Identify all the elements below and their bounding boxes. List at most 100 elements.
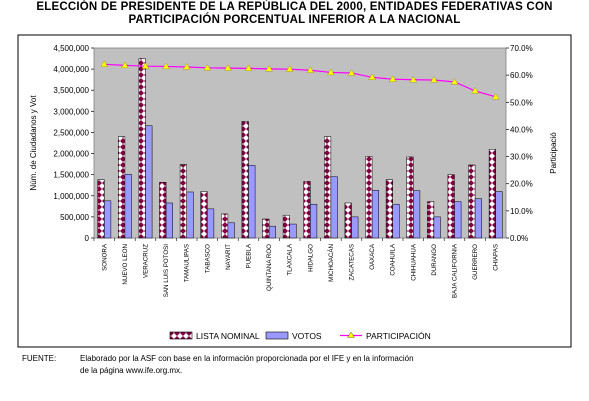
x-tick-label-2: VERACRUZ xyxy=(143,244,150,278)
bar-lista-nominal-17 xyxy=(447,174,455,239)
chart-title-line-2: PARTICIPACIÓN PORCENTUAL INFERIOR A LA N… xyxy=(128,14,461,26)
x-tick-label-15: CHIHUAHUA xyxy=(410,243,417,281)
bar-votos-5 xyxy=(207,208,215,239)
bar-lista-nominal-16 xyxy=(427,201,435,239)
marker-participacion-14 xyxy=(389,75,397,82)
x-tick-label-10: HIDALGO xyxy=(307,244,314,272)
marker-participacion-15 xyxy=(409,76,417,83)
y2-tick-label-2: 20.0% xyxy=(510,180,533,189)
legend-swatch-votos xyxy=(265,331,289,340)
marker-participacion-6 xyxy=(224,64,232,71)
y2-tick-label-6: 60.0% xyxy=(510,71,533,80)
y-tick-label-4: 2,000,000 xyxy=(53,150,89,159)
x-tick-label-3: SAN LUIS POTOSI xyxy=(163,244,170,297)
y-tick-label-2: 1,000,000 xyxy=(53,192,89,201)
marker-participacion-16 xyxy=(430,76,438,83)
x-tick-label-14: COAHUILA xyxy=(390,243,397,276)
bar-lista-nominal-12 xyxy=(344,202,352,239)
bar-votos-3 xyxy=(165,202,173,239)
y2-tick-label-3: 30.0% xyxy=(510,153,533,162)
bar-votos-19 xyxy=(495,191,503,239)
footnote-label: FUENTE: xyxy=(22,354,57,363)
x-tick-label-9: TLAXCALA xyxy=(287,243,294,276)
line-participacion xyxy=(104,63,496,98)
bar-lista-nominal-10 xyxy=(303,181,311,239)
bar-lista-nominal-2 xyxy=(138,58,146,239)
line-layer xyxy=(100,60,500,100)
footnote: FUENTE: Elaborado por la ASF con base en … xyxy=(22,353,414,377)
legend-label-participacion: PARTICIPACIÓN xyxy=(366,331,431,341)
bar-lista-nominal-14 xyxy=(385,179,393,239)
marker-participacion-1 xyxy=(121,61,129,68)
marker-participacion-13 xyxy=(368,73,376,80)
marker-participacion-18 xyxy=(471,87,479,94)
y-tick-label-1: 500,000 xyxy=(60,213,89,222)
marker-participacion-10 xyxy=(306,66,314,73)
bar-lista-nominal-0 xyxy=(97,179,105,239)
bar-lista-nominal-9 xyxy=(282,214,290,239)
x-tick-label-12: ZACATECAS xyxy=(349,244,356,281)
legend-marker-participacion xyxy=(347,331,355,338)
bar-votos-16 xyxy=(433,216,441,239)
bar-lista-nominal-19 xyxy=(488,149,496,239)
bar-lista-nominal-13 xyxy=(365,156,373,239)
x-tick-label-4: TAMAULIPAS xyxy=(184,244,191,282)
bar-lista-nominal-4 xyxy=(179,164,187,239)
bar-votos-4 xyxy=(186,191,194,239)
y2-tick-label-0: 0.0% xyxy=(510,234,528,243)
legend: LISTA NOMINAL VOTOS PARTICIPACIÓN xyxy=(169,331,431,341)
bar-lista-nominal-18 xyxy=(468,164,476,239)
y-tick-label-3: 1,500,000 xyxy=(53,171,89,180)
y2-axis-title: Participació xyxy=(549,132,558,174)
y2-tick-label-1: 10.0% xyxy=(510,207,533,216)
y2-tick-label-4: 40.0% xyxy=(510,125,533,134)
footnote-line-1: Elaborado por la ASF con base en la info… xyxy=(80,354,414,363)
bars-layer xyxy=(97,58,503,239)
bar-votos-10 xyxy=(310,203,318,239)
legend-label-votos: VOTOS xyxy=(292,331,322,341)
chart-title-line-1: ELECCIÓN DE PRESIDENTE DE LA REPÚBLICA D… xyxy=(36,1,553,13)
bar-votos-11 xyxy=(330,176,338,239)
x-tick-label-13: OAXACA xyxy=(369,243,376,270)
y2-tick-label-7: 70.0% xyxy=(510,44,533,53)
bar-votos-0 xyxy=(104,200,112,239)
bar-votos-13 xyxy=(371,190,379,239)
axes-layer: 0 500,000 1,000,000 1,500,000 2,000,000 2,500… xyxy=(29,44,558,298)
y-tick-label-5: 2,500,000 xyxy=(53,128,89,137)
bar-votos-8 xyxy=(268,225,276,239)
marker-participacion-2 xyxy=(141,62,150,69)
chart-title: ELECCIÓN DE PRESIDENTE DE LA REPÚBLICA D… xyxy=(0,1,589,27)
marker-participacion-7 xyxy=(244,64,253,71)
x-tick-label-0: SONORA xyxy=(101,243,108,271)
legend-swatch-lista-nominal xyxy=(169,331,193,340)
x-tick-label-5: TABASCO xyxy=(204,244,211,273)
marker-participacion-19 xyxy=(492,93,500,100)
x-tick-label-19: CHIAPAS xyxy=(493,244,500,271)
y-tick-label-9: 4,500,000 xyxy=(53,44,89,53)
bar-votos-9 xyxy=(289,223,297,239)
marker-participacion-3 xyxy=(162,62,170,70)
bar-votos-18 xyxy=(474,198,482,239)
bar-lista-nominal-15 xyxy=(406,156,414,239)
x-tick-label-17: BAJA CALIFORNIA xyxy=(452,243,459,298)
marker-participacion-9 xyxy=(286,65,294,72)
marker-participacion-17 xyxy=(450,78,459,85)
y-tick-label-7: 3,500,000 xyxy=(53,86,89,95)
bar-lista-nominal-1 xyxy=(118,136,126,239)
x-tick-label-16: DURANGO xyxy=(431,244,438,276)
y-tick-label-0: 0 xyxy=(85,234,90,243)
bar-lista-nominal-8 xyxy=(262,218,270,239)
y2-tick-label-5: 50.0% xyxy=(510,98,533,107)
plot-area xyxy=(93,47,507,239)
marker-participacion-11 xyxy=(327,68,335,75)
bar-votos-6 xyxy=(227,222,235,239)
x-tick-label-7: PUEBLA xyxy=(246,243,253,268)
bar-lista-nominal-6 xyxy=(221,213,229,239)
bar-lista-nominal-3 xyxy=(159,182,167,239)
bar-votos-15 xyxy=(413,190,421,239)
bar-lista-nominal-11 xyxy=(324,136,332,239)
bar-lista-nominal-7 xyxy=(241,121,249,239)
marker-participacion-0 xyxy=(100,60,108,67)
bar-votos-12 xyxy=(351,216,359,239)
